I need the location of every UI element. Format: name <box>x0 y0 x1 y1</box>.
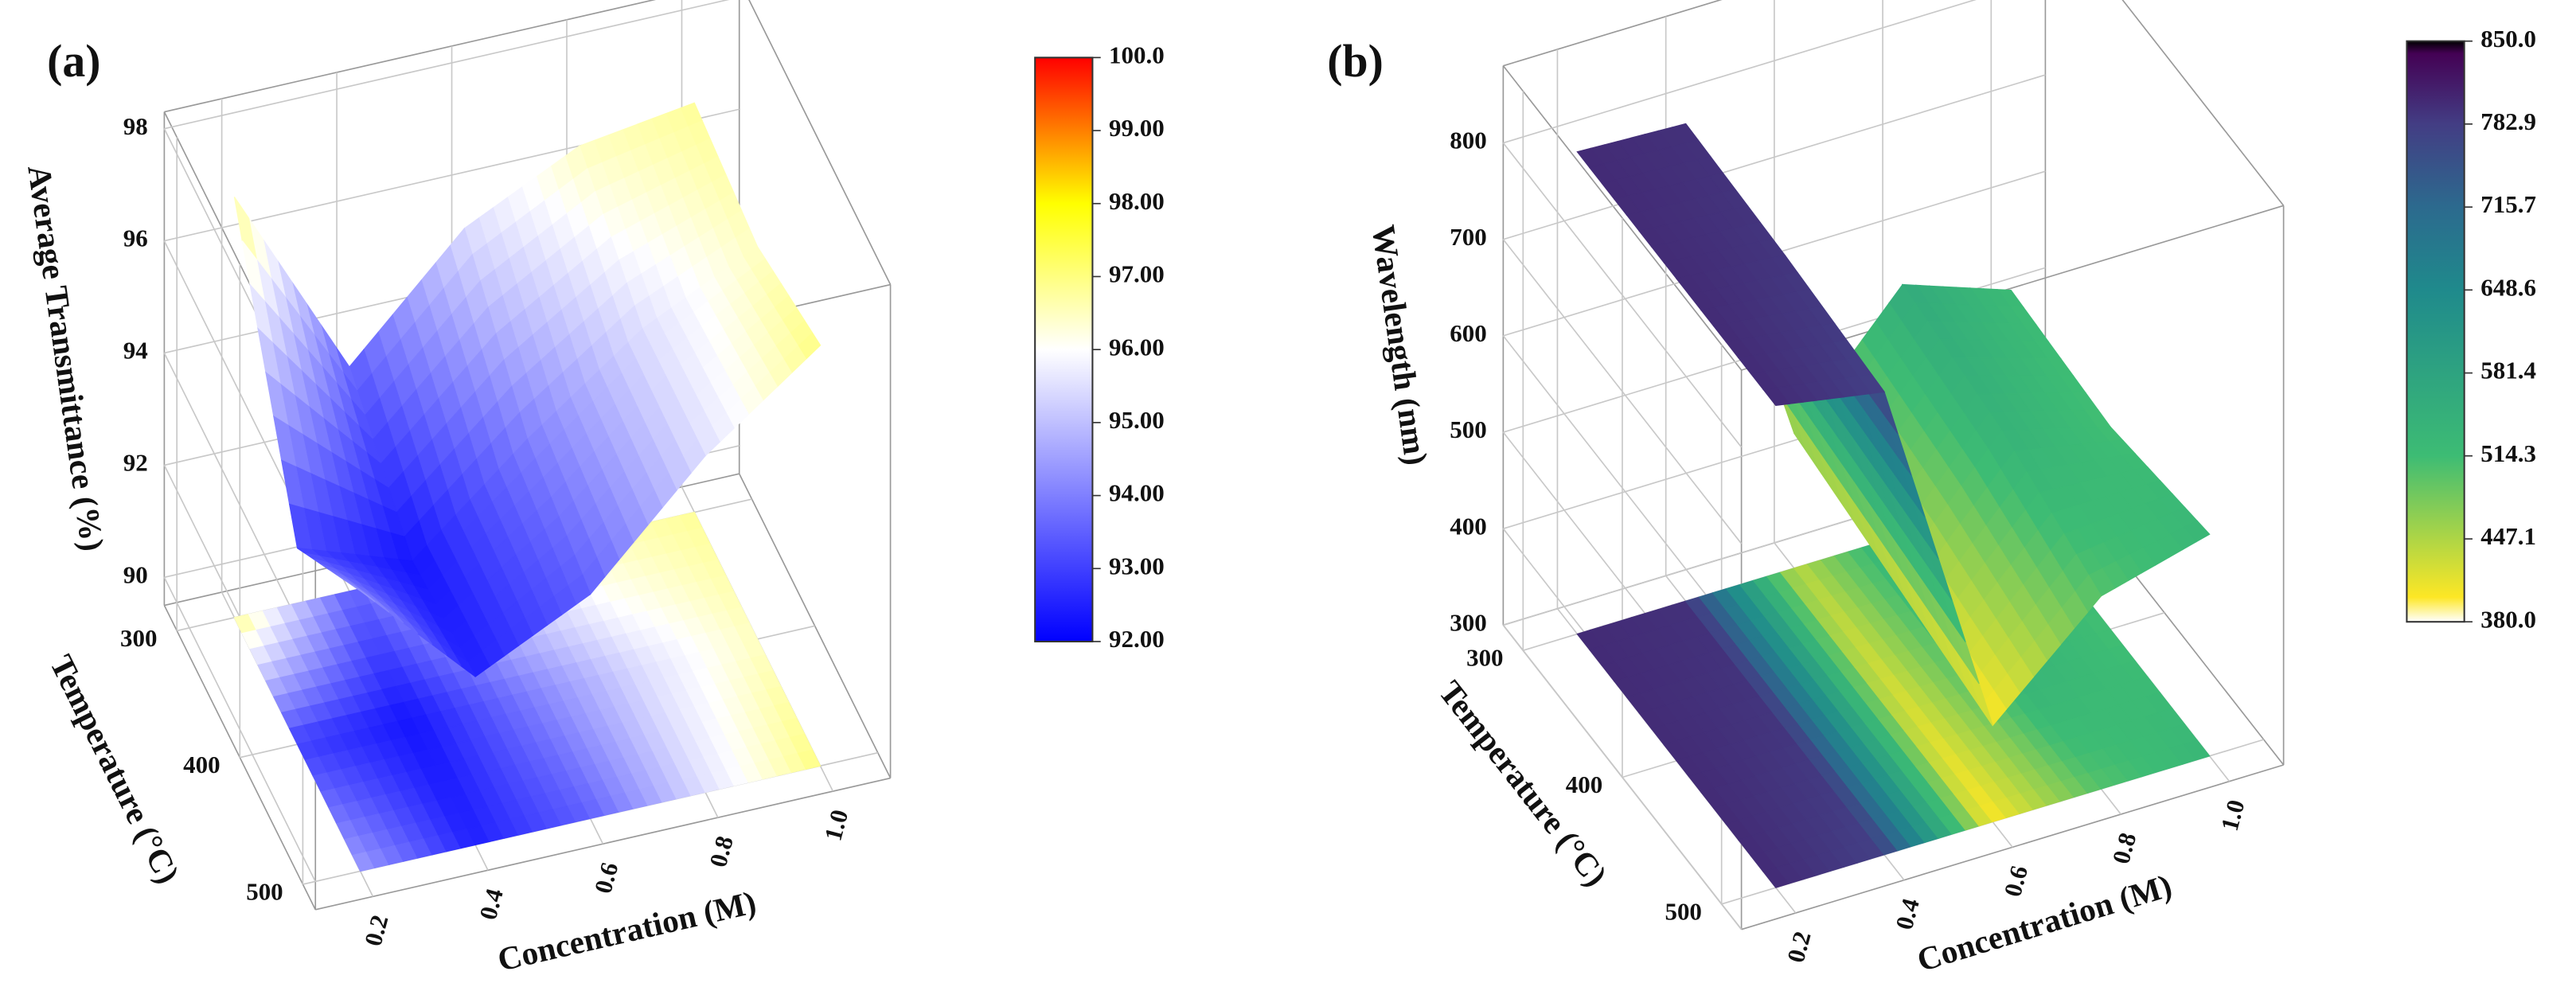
surface-cell <box>1762 387 1790 407</box>
colorbar-tick-label: 514.3 <box>2480 439 2536 467</box>
colorbar-tick-label: 96.00 <box>1109 333 1165 361</box>
z-tick-label: 700 <box>1450 223 1486 251</box>
z-tick-label: 96 <box>123 224 148 252</box>
z-tick-label: 90 <box>123 560 148 588</box>
floor-contour <box>2182 739 2211 761</box>
z-axis-label: Wavelength (nm) <box>1364 223 1435 468</box>
y-axis-label: Temperature (°C) <box>42 649 187 889</box>
z-axis-label: Average Transmittance (%) <box>20 163 111 554</box>
box-edge <box>2121 0 2285 206</box>
x-tick-label: 0.6 <box>589 860 624 896</box>
y-tick-label: 500 <box>1665 897 1701 925</box>
panel: 90 92 94 96 98 0.2 0.4 0.6 0.8 1.0 300 400 500 Averag… <box>20 0 1165 979</box>
z-tick-label: 98 <box>123 112 148 140</box>
x-tick-label: 0.2 <box>1782 928 1817 965</box>
colorbar-tick-label: 447.1 <box>2480 522 2536 550</box>
y-tick-label: 300 <box>1466 644 1503 672</box>
box-edge <box>748 0 892 285</box>
z-tick-label: 500 <box>1450 415 1486 443</box>
panel-label: (a) <box>47 35 100 87</box>
y-tick-label: 400 <box>1566 770 1602 798</box>
colorbar-tick-label: 100.0 <box>1109 41 1165 68</box>
x-tick-label: 1.0 <box>2215 797 2250 833</box>
colorbar-tick-label: 92.00 <box>1109 625 1165 653</box>
colorbar <box>1034 57 1094 643</box>
z-tick-label: 300 <box>1450 608 1486 636</box>
colorbar-tick-label: 94.00 <box>1109 479 1165 507</box>
y-tick-label: 300 <box>120 624 157 652</box>
surface-cell <box>352 584 376 603</box>
y-tick-label: 500 <box>246 878 283 906</box>
x-tick-label: 0.6 <box>1998 863 2033 899</box>
panel: 300 400 500 600 700 800 0.2 0.4 0.6 0.8 1.0 300 400 5… <box>1327 0 2536 979</box>
x-axis-label: Concentration (M) <box>494 884 759 979</box>
colorbar-tick-label: 648.6 <box>2480 273 2536 301</box>
x-tick-label: 0.4 <box>1890 895 1925 932</box>
colorbar-tick-label: 715.7 <box>2480 190 2536 218</box>
z-tick-label: 94 <box>123 337 148 365</box>
colorbar-tick-label: 581.4 <box>2480 357 2536 384</box>
x-tick-label: 0.8 <box>2107 829 2142 866</box>
colorbar-tick-label: 850.0 <box>2480 25 2536 53</box>
y-tick-label: 400 <box>183 751 220 778</box>
x-axis-label: Concentration (M) <box>1913 867 2176 979</box>
colorbar-tick-label: 380.0 <box>2480 605 2536 633</box>
x-tick-label: 0.8 <box>704 833 739 870</box>
colorbar-tick-label: 95.00 <box>1109 406 1165 434</box>
z-tick-label: 400 <box>1450 512 1486 540</box>
floor-contour <box>797 749 822 770</box>
x-tick-label: 0.4 <box>474 886 509 923</box>
z-tick-label: 92 <box>123 448 148 476</box>
colorbar <box>2406 40 2465 623</box>
colorbar-tick-label: 98.00 <box>1109 187 1165 215</box>
colorbar-tick-label: 99.00 <box>1109 114 1165 142</box>
colorbar-tick-label: 93.00 <box>1109 552 1165 579</box>
x-tick-label: 0.2 <box>359 912 394 949</box>
z-tick-label: 800 <box>1450 127 1486 154</box>
panel-label: (b) <box>1327 35 1384 87</box>
colorbar-tick-label: 97.00 <box>1109 260 1165 288</box>
x-tick-label: 1.0 <box>819 806 854 843</box>
z-tick-label: 600 <box>1450 319 1486 347</box>
box-edge <box>1503 0 1723 67</box>
colorbar-tick-label: 782.9 <box>2480 107 2536 135</box>
